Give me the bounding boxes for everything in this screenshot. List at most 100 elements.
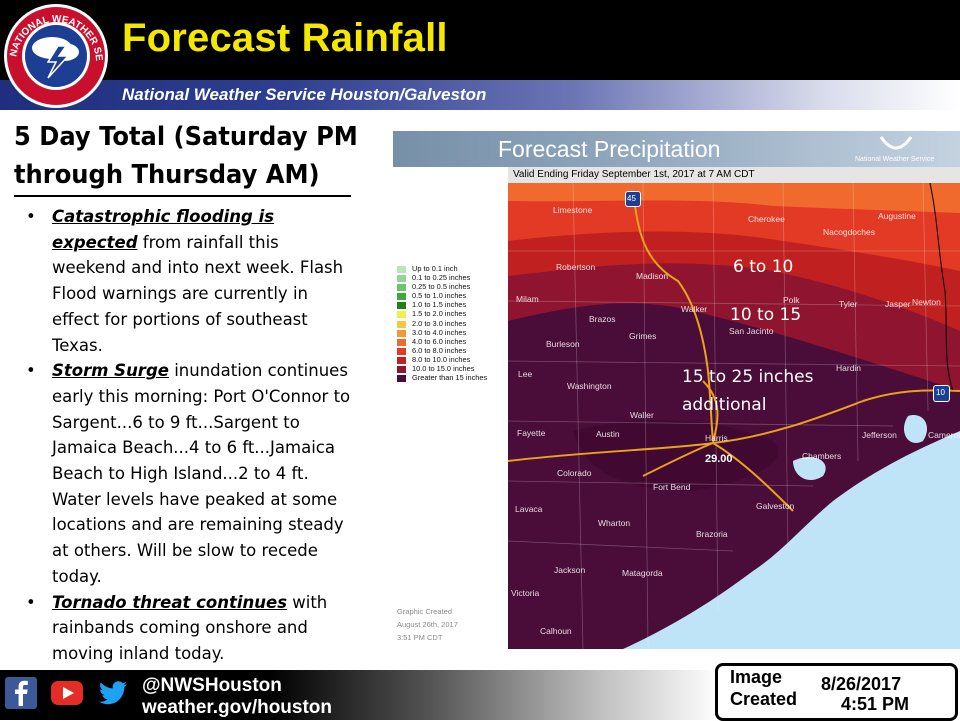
map-title-bar	[393, 131, 960, 167]
image-created-time: 4:51 PM	[841, 694, 910, 714]
precipitation-map: Forecast Precipitation National Weather …	[393, 131, 960, 649]
legend-row: 6.0 to 8.0 inches	[393, 346, 513, 356]
county-label: Cameron	[928, 430, 960, 440]
highway-45-shield: 45	[625, 191, 641, 207]
county-label: Jasper	[885, 299, 911, 309]
county-label: Colorado	[557, 468, 592, 478]
legend-row: Greater than 15 inches	[393, 373, 513, 383]
map-title: Forecast Precipitation	[498, 136, 721, 162]
legend-swatch	[397, 266, 406, 273]
summary-bullets: • Catastrophic flooding is expected from …	[24, 204, 354, 667]
summary-heading-line1: 5 Day Total (Saturday PM	[14, 122, 358, 152]
legend-swatch	[397, 356, 406, 364]
bullet-icon: •	[26, 592, 36, 612]
county-label: Nacogdoches	[823, 227, 875, 237]
county-label: Hardin	[836, 363, 862, 373]
county-label: San Jacinto	[729, 326, 774, 336]
twitter-icon[interactable]	[96, 676, 130, 710]
legend-swatch	[397, 311, 406, 319]
county-label: Grimes	[629, 331, 657, 341]
county-label: Fayette	[517, 428, 546, 438]
zone-label-15-25: 15 to 25 inches	[682, 367, 814, 387]
county-label: Cherokee	[748, 214, 785, 224]
facebook-icon[interactable]	[4, 676, 38, 710]
youtube-icon[interactable]	[50, 676, 84, 710]
highway-45-label: 45	[627, 194, 636, 203]
county-label: Jackson	[554, 565, 586, 575]
legend-row: 0.1 to 0.25 inches	[393, 273, 513, 283]
heading-underline	[14, 195, 351, 197]
county-label: Newton	[912, 297, 941, 307]
county-label: Harris	[705, 433, 728, 443]
image-created-label: Image	[730, 667, 783, 687]
highway-10-shield: 10	[933, 385, 950, 402]
zone-label-additional: additional	[682, 395, 767, 415]
graphic-created: Graphic Created August 26th, 2017 3:51 P…	[397, 605, 458, 644]
county-label: Matagorda	[622, 568, 663, 578]
bullet-item: • Storm Surge inundation continues early …	[24, 358, 354, 589]
county-label: Lee	[518, 369, 533, 379]
legend-swatch	[397, 347, 406, 355]
legend-row: 1.5 to 2.0 inches	[393, 309, 513, 319]
county-label: Victoria	[511, 588, 540, 598]
legend-label: Greater than 15 inches	[412, 373, 488, 383]
valid-bar	[508, 167, 960, 183]
summary-heading-line2: through Thursday AM)	[14, 160, 320, 190]
bullet-text: with rainbands coming onshore and moving…	[52, 592, 328, 663]
bullet-text: inundation continues early this morning:…	[52, 361, 351, 586]
county-label: Robertson	[556, 262, 596, 272]
legend-label: Up to 0.1 inch	[412, 264, 458, 273]
legend-row: 4.0 to 6.0 inches	[393, 336, 513, 347]
legend-label: 0.1 to 0.25 inches	[412, 273, 471, 283]
zone-label-10-15: 10 to 15	[730, 305, 802, 325]
page-title: Forecast Rainfall	[122, 16, 448, 60]
legend-swatch	[397, 302, 406, 310]
twitter-handle[interactable]: @NWSHouston	[142, 675, 282, 696]
image-created-box: Image Created 8/26/2017 4:51 PM	[715, 663, 958, 721]
created-line: Graphic Created	[397, 607, 453, 616]
legend-swatch	[397, 366, 406, 374]
county-label: Austin	[596, 429, 620, 439]
legend-row: 10.0 to 15.0 inches	[393, 364, 513, 374]
zone-label-6-10: 6 to 10	[733, 257, 794, 277]
legend-swatch	[397, 293, 406, 301]
county-label: Wharton	[598, 518, 631, 528]
bullet-lead: Catastrophic flooding is expected	[52, 207, 275, 252]
bullet-icon: •	[26, 361, 36, 381]
county-label: Milam	[516, 294, 539, 304]
legend-swatch	[397, 329, 406, 337]
legend-row: 0.5 to 1.0 inches	[393, 291, 513, 301]
legend-row: 2.0 to 3.0 inches	[393, 319, 513, 329]
legend-label: 10.0 to 15.0 inches	[412, 364, 475, 374]
legend-swatch	[397, 338, 406, 346]
nws-logo: NATIONAL WEATHER SERVICE	[2, 2, 108, 108]
created-line: August 26th, 2017	[397, 620, 458, 629]
subtitle-bar	[0, 80, 960, 110]
legend-row: 8.0 to 10.0 inches	[393, 354, 513, 365]
county-label: Brazos	[589, 314, 616, 324]
header-bar	[0, 0, 960, 80]
county-label: Calhoun	[540, 626, 572, 636]
legend-swatch	[397, 375, 406, 383]
highway-10-label: 10	[936, 388, 945, 397]
summary-heading: 5 Day Total (Saturday PM through Thursda…	[14, 118, 358, 194]
bullet-text: from rainfall this weekend and into next…	[52, 232, 344, 355]
legend-swatch	[397, 275, 406, 283]
county-label: Limestone	[553, 205, 593, 215]
legend-label: 0.5 to 1.0 inches	[412, 291, 467, 301]
legend-label: 8.0 to 10.0 inches	[412, 354, 471, 364]
county-label: Walker	[681, 304, 708, 314]
website-link[interactable]: weather.gov/houston	[142, 697, 333, 718]
county-label: Polk	[783, 295, 800, 305]
county-label: Jefferson	[862, 430, 897, 440]
county-label: Madison	[636, 271, 669, 281]
county-label: Brazoria	[696, 529, 728, 539]
legend-row: 0.25 to 0.5 inches	[393, 282, 513, 292]
legend-label: 1.0 to 1.5 inches	[412, 300, 467, 310]
bullet-icon: •	[26, 207, 36, 226]
bullet-item: • Catastrophic flooding is expected from …	[24, 204, 354, 358]
map-brand: National Weather Service	[855, 156, 935, 163]
county-label: Galveston	[756, 501, 795, 511]
legend-label: 4.0 to 6.0 inches	[412, 336, 467, 346]
county-label: Fort Bend	[653, 482, 691, 492]
